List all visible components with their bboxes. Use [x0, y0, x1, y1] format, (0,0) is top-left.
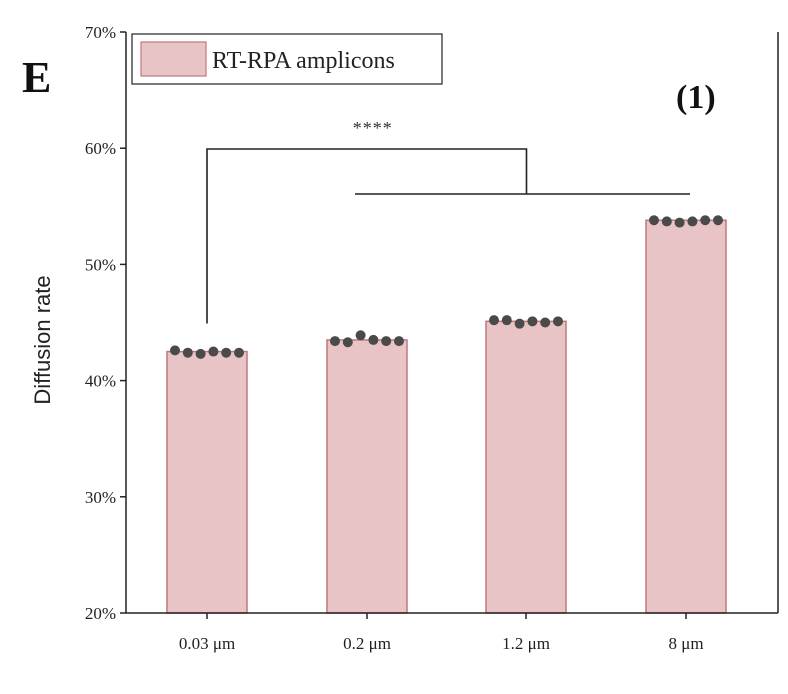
data-point: [182, 347, 193, 358]
data-point: [342, 337, 353, 348]
data-point: [649, 215, 659, 226]
y-tick-label: 70%: [85, 23, 116, 42]
data-point: [394, 336, 404, 347]
data-point: [208, 346, 219, 357]
data-points-layer: [170, 215, 723, 359]
bar: [645, 219, 727, 614]
legend: RT-RPA amplicons: [131, 33, 443, 85]
data-point: [553, 316, 563, 327]
data-point: [700, 215, 711, 226]
data-point: [355, 330, 366, 341]
data-point: [221, 347, 232, 358]
data-point: [330, 336, 340, 347]
y-tick-label: 50%: [85, 255, 116, 274]
data-point: [170, 345, 180, 356]
legend-label: RT-RPA amplicons: [212, 48, 395, 74]
data-point: [381, 336, 392, 347]
x-tick-label: 0.03 μm: [179, 634, 235, 653]
bars-layer: [166, 219, 727, 614]
y-tick-label: 60%: [85, 139, 116, 158]
subpanel-label: (1): [676, 79, 716, 116]
y-tick-label: 40%: [85, 372, 116, 391]
significance-label: ****: [353, 118, 393, 138]
data-point: [514, 318, 525, 329]
x-ticks: 0.03 μm 0.2 μm 1.2 μm 8 μm: [179, 613, 704, 653]
significance-bracket: [206, 148, 690, 324]
y-ticks: 20% 30% 40% 50% 60% 70%: [85, 23, 126, 623]
y-tick-label: 20%: [85, 604, 116, 623]
x-tick-label: 0.2 μm: [343, 634, 391, 653]
bar: [485, 320, 567, 614]
bar: [166, 350, 248, 614]
data-point: [501, 315, 512, 326]
data-point: [687, 216, 698, 227]
data-point: [527, 316, 538, 327]
y-axis-title: Diffusion rate: [30, 275, 55, 404]
y-tick-label: 30%: [85, 488, 116, 507]
x-tick-label: 1.2 μm: [502, 634, 550, 653]
panel-label: E: [22, 53, 51, 102]
data-point: [661, 216, 672, 227]
bracket-outer: [206, 148, 528, 324]
legend-swatch: [140, 41, 207, 77]
data-point: [674, 217, 685, 228]
bar: [326, 339, 408, 614]
x-tick-label: 8 μm: [668, 634, 703, 653]
data-point: [234, 347, 244, 358]
data-point: [713, 215, 723, 226]
data-point: [195, 348, 206, 359]
data-point: [540, 317, 551, 328]
data-point: [489, 315, 499, 326]
data-point: [368, 334, 379, 345]
